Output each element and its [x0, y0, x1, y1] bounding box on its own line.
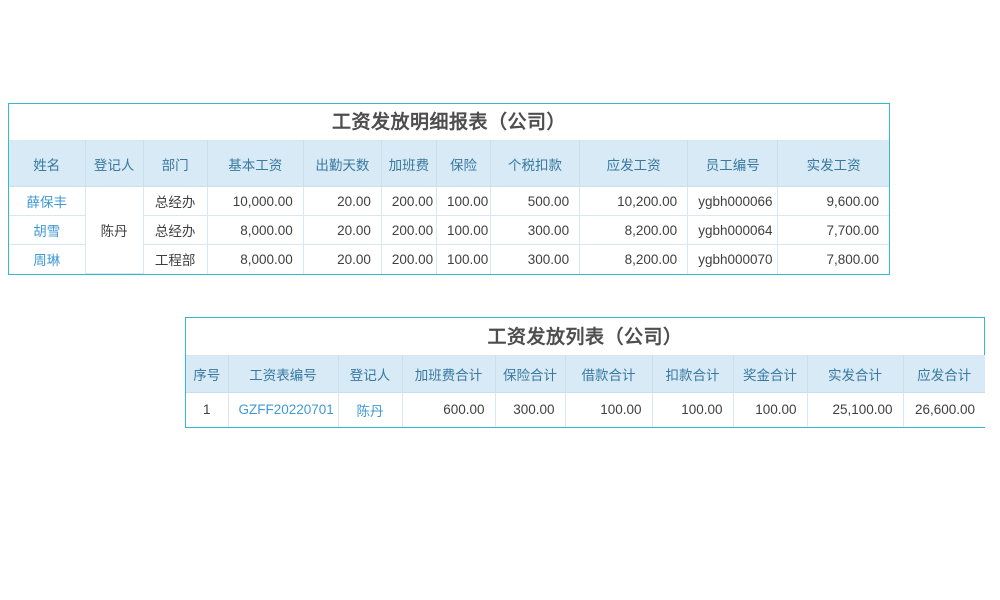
payable-salary-cell: 10,200.00 [579, 186, 689, 216]
salary-detail-report-card: 工资发放明细报表（公司） 姓名 登记人 部门 基本工资 出勤天数 加班费 保险 … [8, 103, 890, 275]
base-salary-cell: 8,000.00 [206, 215, 304, 245]
salary-list-card: 工资发放列表（公司） 序号 工资表编号 登记人 加班费合计 保险合计 借款合计 … [185, 317, 985, 428]
tax-deduction-cell: 300.00 [489, 244, 581, 274]
employee-name-link[interactable]: 周琳 [9, 244, 86, 274]
overtime-pay-cell: 200.00 [380, 244, 437, 274]
overtime-pay-cell: 200.00 [380, 215, 437, 245]
table-row: 薛保丰 陈丹 总经办 10,000.00 20.00 200.00 100.00… [9, 186, 889, 274]
col-header-insurance: 保险 [435, 140, 491, 187]
detail-report-title: 工资发放明细报表（公司） [9, 104, 889, 140]
insurance-cell: 100.00 [435, 215, 491, 245]
attendance-days-cell: 20.00 [302, 186, 382, 216]
col-header-base-salary: 基本工资 [206, 140, 304, 187]
overtime-pay-cell: 200.00 [380, 186, 437, 216]
col-header-department: 部门 [142, 140, 208, 187]
col-header-registrant: 登记人 [84, 140, 144, 187]
col-header-insurance-total: 保险合计 [494, 355, 566, 393]
actual-salary-cell: 9,600.00 [777, 186, 889, 216]
payable-salary-cell: 8,200.00 [579, 244, 689, 274]
table-row: 周琳 工程部 8,000.00 20.00 200.00 100.00 300.… [9, 244, 889, 274]
col-header-employee-id: 员工编号 [687, 140, 779, 187]
col-header-payable-salary: 应发工资 [579, 140, 689, 187]
salary-list-table: 序号 工资表编号 登记人 加班费合计 保险合计 借款合计 扣款合计 奖金合计 实… [186, 355, 985, 427]
employee-id-cell: ygbh000066 [687, 186, 779, 216]
attendance-days-cell: 20.00 [302, 215, 382, 245]
loan-total-cell: 100.00 [564, 392, 653, 427]
col-header-deduction-total: 扣款合计 [651, 355, 734, 393]
col-header-bonus-total: 奖金合计 [732, 355, 808, 393]
col-header-attendance-days: 出勤天数 [302, 140, 382, 187]
col-header-actual-salary: 实发工资 [777, 140, 889, 187]
insurance-cell: 100.00 [435, 244, 491, 274]
department-cell: 总经办 [142, 215, 208, 245]
base-salary-cell: 8,000.00 [206, 244, 304, 274]
attendance-days-cell: 20.00 [302, 244, 382, 274]
table-row: 1 GZFF20220701 陈丹 600.00 300.00 100.00 1… [186, 392, 985, 427]
tax-deduction-cell: 500.00 [489, 186, 581, 216]
employee-id-cell: ygbh000070 [687, 244, 779, 274]
employee-id-cell: ygbh000064 [687, 215, 779, 245]
col-header-index: 序号 [186, 355, 229, 393]
actual-salary-cell: 7,800.00 [777, 244, 889, 274]
insurance-total-cell: 300.00 [494, 392, 566, 427]
insurance-cell: 100.00 [435, 186, 491, 216]
col-header-tax-deduction: 个税扣款 [489, 140, 581, 187]
col-header-registrant: 登记人 [337, 355, 403, 393]
col-header-loan-total: 借款合计 [564, 355, 653, 393]
list-header-row: 序号 工资表编号 登记人 加班费合计 保险合计 借款合计 扣款合计 奖金合计 实… [186, 355, 985, 393]
actual-total-cell: 25,100.00 [806, 392, 904, 427]
list-report-title: 工资发放列表（公司） [186, 318, 984, 355]
department-cell: 总经办 [142, 186, 208, 216]
overtime-total-cell: 600.00 [401, 392, 496, 427]
registrant-cell: 陈丹 [84, 186, 144, 274]
employee-name-link[interactable]: 薛保丰 [9, 186, 86, 216]
actual-salary-cell: 7,700.00 [777, 215, 889, 245]
col-header-actual-total: 实发合计 [806, 355, 904, 393]
deduction-total-cell: 100.00 [651, 392, 734, 427]
sheet-no-link[interactable]: GZFF20220701 [227, 392, 339, 427]
payable-salary-cell: 8,200.00 [579, 215, 689, 245]
registrant-link[interactable]: 陈丹 [337, 392, 403, 427]
payable-total-cell: 26,600.00 [902, 392, 985, 427]
col-header-sheet-no: 工资表编号 [227, 355, 339, 393]
col-header-overtime-total: 加班费合计 [401, 355, 496, 393]
bonus-total-cell: 100.00 [732, 392, 808, 427]
salary-detail-table: 姓名 登记人 部门 基本工资 出勤天数 加班费 保险 个税扣款 应发工资 员工编… [9, 140, 889, 274]
base-salary-cell: 10,000.00 [206, 186, 304, 216]
department-cell: 工程部 [142, 244, 208, 274]
col-header-payable-total: 应发合计 [902, 355, 985, 393]
detail-header-row: 姓名 登记人 部门 基本工资 出勤天数 加班费 保险 个税扣款 应发工资 员工编… [9, 140, 889, 187]
employee-name-link[interactable]: 胡雪 [9, 215, 86, 245]
index-cell: 1 [186, 392, 229, 427]
tax-deduction-cell: 300.00 [489, 215, 581, 245]
col-header-name: 姓名 [9, 140, 86, 187]
col-header-overtime-pay: 加班费 [380, 140, 437, 187]
